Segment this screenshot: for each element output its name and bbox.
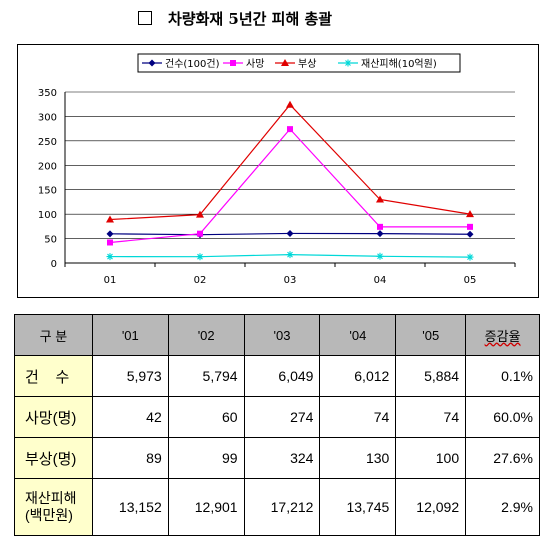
table-cell: 12,901 xyxy=(167,478,245,536)
series-line xyxy=(109,103,471,221)
data-point xyxy=(287,126,293,133)
title-text: 차량화재 5년간 피해 총괄 xyxy=(168,9,333,28)
y-tick-label: 100 xyxy=(38,210,57,221)
data-point xyxy=(466,230,474,238)
header-2002: '02 xyxy=(167,314,245,356)
y-tick-label: 350 xyxy=(38,88,57,99)
data-point xyxy=(107,239,113,246)
data-point xyxy=(467,223,473,230)
data-point xyxy=(286,100,294,108)
y-tick-label: 300 xyxy=(38,112,57,123)
table-cell: 42 xyxy=(91,396,169,438)
legend-marker xyxy=(281,59,289,66)
legend-label: 사망 xyxy=(246,58,264,70)
chart-area: 건수(100건) 사망 부상 재산피해(10억원) 0 50 100 150 200 250 300… xyxy=(17,44,539,298)
table-cell: 12,092 xyxy=(395,478,467,536)
table-cell: 324 xyxy=(243,437,321,479)
data-point xyxy=(106,253,114,261)
data-point xyxy=(376,230,384,238)
data-point xyxy=(376,252,384,260)
data-point xyxy=(286,251,294,259)
x-tick-label: 04 xyxy=(374,275,387,286)
table-cell: 60.0% xyxy=(465,396,540,438)
header-change-rate: 증감율 xyxy=(465,314,540,356)
legend-label: 건수(100건) xyxy=(165,58,220,70)
data-point xyxy=(196,253,204,261)
row-label: 사망(명) xyxy=(14,396,93,438)
y-tick-label: 150 xyxy=(38,186,57,197)
row-label: 재산피해 (백만원) xyxy=(14,478,93,536)
table-cell: 13,152 xyxy=(91,478,169,536)
data-point xyxy=(196,210,204,218)
table-cell: 5,884 xyxy=(395,355,467,397)
table-cell: 17,212 xyxy=(243,478,321,536)
header-2004: '04 xyxy=(319,314,397,356)
data-point xyxy=(106,215,114,223)
header-2001: '01 xyxy=(91,314,169,356)
table-row: 부상(명) 89 99 324 130 100 27.6% xyxy=(14,437,540,479)
table-cell: 27.6% xyxy=(465,437,540,479)
table-cell: 0.1% xyxy=(465,355,540,397)
data-point xyxy=(377,223,383,230)
line-chart: 건수(100건) 사망 부상 재산피해(10억원)050100150200250300… xyxy=(38,53,516,286)
table-cell: 2.9% xyxy=(465,478,540,536)
summary-table: 구 분 '01 '02 '03 '04 '05 증감율 건 수 5,973 5,… xyxy=(14,314,540,536)
legend-box xyxy=(137,53,461,73)
table-cell: 89 xyxy=(91,437,169,479)
page-title: 차량화재 5년간 피해 총괄 xyxy=(138,6,438,30)
x-tick-label: 05 xyxy=(464,275,477,286)
table-cell: 6,049 xyxy=(243,355,321,397)
chart-legend: 건수(100건) 사망 부상 재산피해(10억원) xyxy=(137,53,461,73)
table-cell: 60 xyxy=(167,396,245,438)
series-line xyxy=(109,128,470,244)
table-row: 재산피해 (백만원) 13,152 12,901 17,212 13,745 1… xyxy=(14,478,540,536)
legend-label: 재산피해(10억원) xyxy=(361,57,437,70)
header-category: 구 분 xyxy=(14,314,93,356)
row-label: 부상(명) xyxy=(14,437,93,479)
y-tick-label: 200 xyxy=(38,161,57,172)
x-tick-label: 01 xyxy=(104,275,117,286)
header-2005: '05 xyxy=(395,314,467,356)
y-tick-label: 250 xyxy=(38,137,57,148)
table-cell: 5,794 xyxy=(167,355,245,397)
data-point xyxy=(197,230,203,237)
table-cell: 274 xyxy=(243,396,321,438)
row-label: 건 수 xyxy=(14,355,93,397)
header-2003: '03 xyxy=(243,314,321,356)
change-rate-label: 증감율 xyxy=(484,328,521,344)
table-cell: 5,973 xyxy=(91,355,169,397)
x-tick-label: 02 xyxy=(194,275,207,286)
legend-marker xyxy=(148,59,156,67)
table-cell: 100 xyxy=(395,437,467,479)
data-point xyxy=(466,253,474,261)
table-cell: 130 xyxy=(319,437,397,479)
data-point xyxy=(376,195,384,203)
table-cell: 74 xyxy=(319,396,397,438)
square-bullet-icon xyxy=(138,11,152,25)
data-point xyxy=(466,210,474,218)
data-point xyxy=(286,229,294,237)
table-header-row: 구 분 '01 '02 '03 '04 '05 증감율 xyxy=(14,314,540,356)
data-point xyxy=(106,230,114,238)
table-row: 사망(명) 42 60 274 74 74 60.0% xyxy=(14,396,540,438)
table-cell: 99 xyxy=(167,437,245,479)
y-tick-label: 50 xyxy=(44,235,57,246)
legend-marker xyxy=(344,59,352,67)
table-cell: 6,012 xyxy=(319,355,397,397)
y-tick-label: 0 xyxy=(51,259,57,270)
table-cell: 13,745 xyxy=(319,478,397,536)
legend-label: 부상 xyxy=(298,58,316,70)
legend-marker xyxy=(230,60,236,66)
x-tick-label: 03 xyxy=(284,275,297,286)
table-row: 건 수 5,973 5,794 6,049 6,012 5,884 0.1% xyxy=(14,355,540,397)
table-cell: 74 xyxy=(395,396,467,438)
